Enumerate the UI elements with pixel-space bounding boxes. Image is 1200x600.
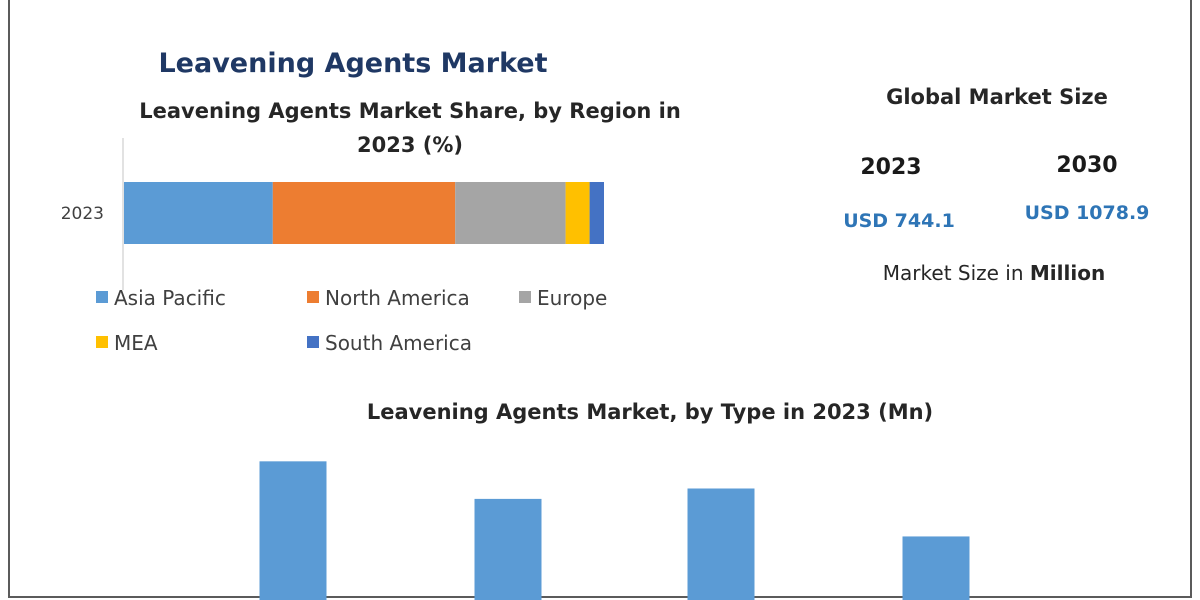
type-bar-3 — [687, 488, 755, 600]
market-size-value-2023: USD 744.1 — [843, 210, 955, 232]
type-bar-4 — [902, 536, 970, 600]
legend-label-south-america: South America — [325, 331, 472, 355]
stack-segment-north-america — [272, 182, 456, 244]
market-size-heading: Global Market Size — [886, 85, 1108, 109]
market-size-year-2023: 2023 — [860, 155, 921, 180]
infographic-frame — [8, 0, 1192, 598]
legend-swatch-north-america — [307, 291, 319, 303]
region-chart-title-line1: Leavening Agents Market Share, by Region… — [139, 99, 681, 123]
type-bars — [259, 461, 970, 600]
type-chart-title: Leavening Agents Market, by Type in 2023… — [367, 400, 933, 424]
legend-label-europe: Europe — [537, 286, 607, 310]
main-title: Leavening Agents Market — [158, 48, 547, 79]
type-bar-1 — [259, 461, 327, 600]
legend-swatch-europe — [519, 291, 531, 303]
market-size-value-2030: USD 1078.9 — [1025, 202, 1150, 224]
region-chart-category-label: 2023 — [61, 204, 104, 224]
region-legend: Asia Pacific North America Europe MEA South … — [96, 286, 607, 355]
stack-segment-mea — [565, 182, 590, 244]
region-stacked-bar — [124, 182, 604, 244]
legend-swatch-asia-pacific — [96, 291, 108, 303]
stack-segment-asia-pacific — [124, 182, 273, 244]
stack-segment-south-america — [589, 182, 604, 244]
type-bar-2 — [474, 498, 542, 600]
legend-swatch-mea — [96, 336, 108, 348]
market-size-unit-bold: Million — [1030, 261, 1105, 285]
market-size-unit-note: Market Size in Million — [883, 261, 1105, 285]
legend-label-asia-pacific: Asia Pacific — [114, 286, 226, 310]
type-bar-chart: Leavening Agents Market, by Type in 2023… — [259, 400, 970, 600]
legend-label-north-america: North America — [325, 286, 470, 310]
region-chart-title-line2: 2023 (%) — [357, 133, 463, 157]
market-size-unit-prefix: Market Size in — [883, 261, 1030, 285]
stack-segment-europe — [455, 182, 566, 244]
global-market-size-panel: Global Market Size 2023 2030 USD 744.1 U… — [843, 85, 1149, 285]
region-share-chart: Leavening Agents Market Share, by Region… — [61, 99, 681, 355]
legend-label-mea: MEA — [114, 331, 158, 355]
legend-swatch-south-america — [307, 336, 319, 348]
market-size-year-2030: 2030 — [1056, 153, 1117, 178]
